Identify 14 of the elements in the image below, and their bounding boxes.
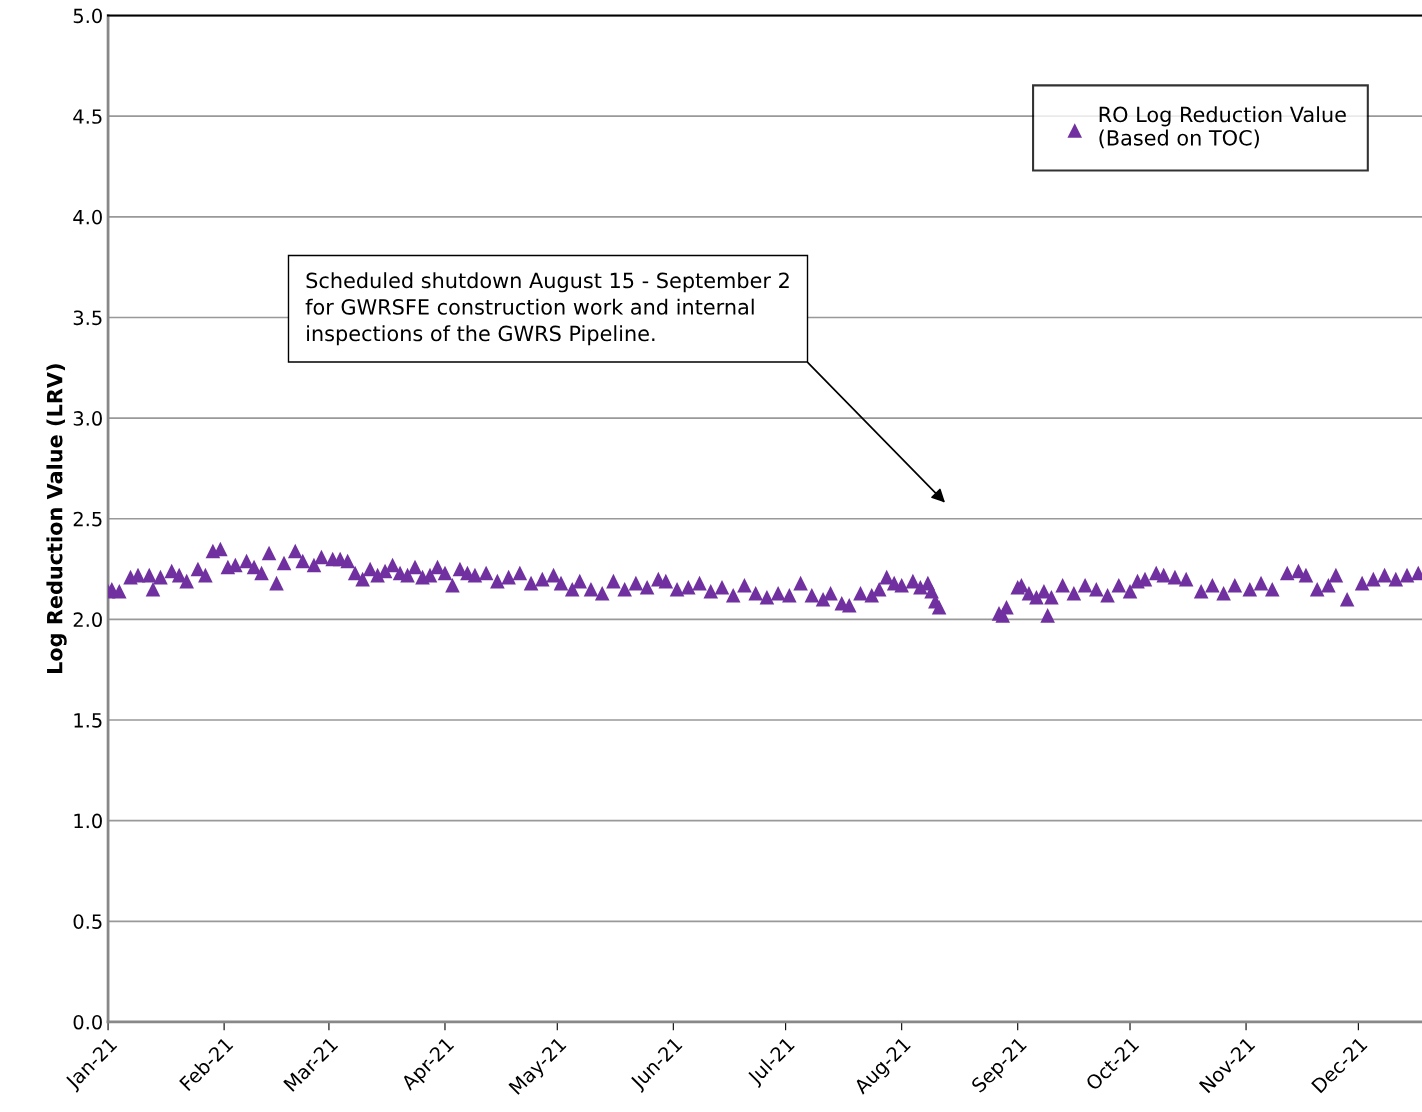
y-tick-label: 5.0 — [73, 8, 102, 24]
legend-label: RO Log Reduction Value (Based on TOC) — [1099, 106, 1346, 149]
y-tick-label: 2.5 — [73, 511, 102, 527]
y-tick-label: 0.5 — [73, 914, 102, 929]
y-tick-label: 4.5 — [73, 109, 102, 124]
y-axis-title: Log Reduction Value (LRV) — [46, 364, 67, 674]
annotation: Scheduled shutdown August 15 - September 2 for GWRSFE construction work and internal inspections of the GWRS Pipeline. — [305, 272, 789, 346]
y-tick-label: 3.0 — [73, 411, 102, 426]
y-tick-label: 4.0 — [73, 209, 102, 225]
y-tick-label: 3.5 — [73, 310, 102, 326]
y-tick-label: 2.0 — [73, 612, 102, 628]
y-tick-label: 1.5 — [74, 713, 102, 728]
y-tick-label: 0.0 — [73, 1014, 102, 1030]
y-tick-label: 1.0 — [74, 813, 102, 829]
